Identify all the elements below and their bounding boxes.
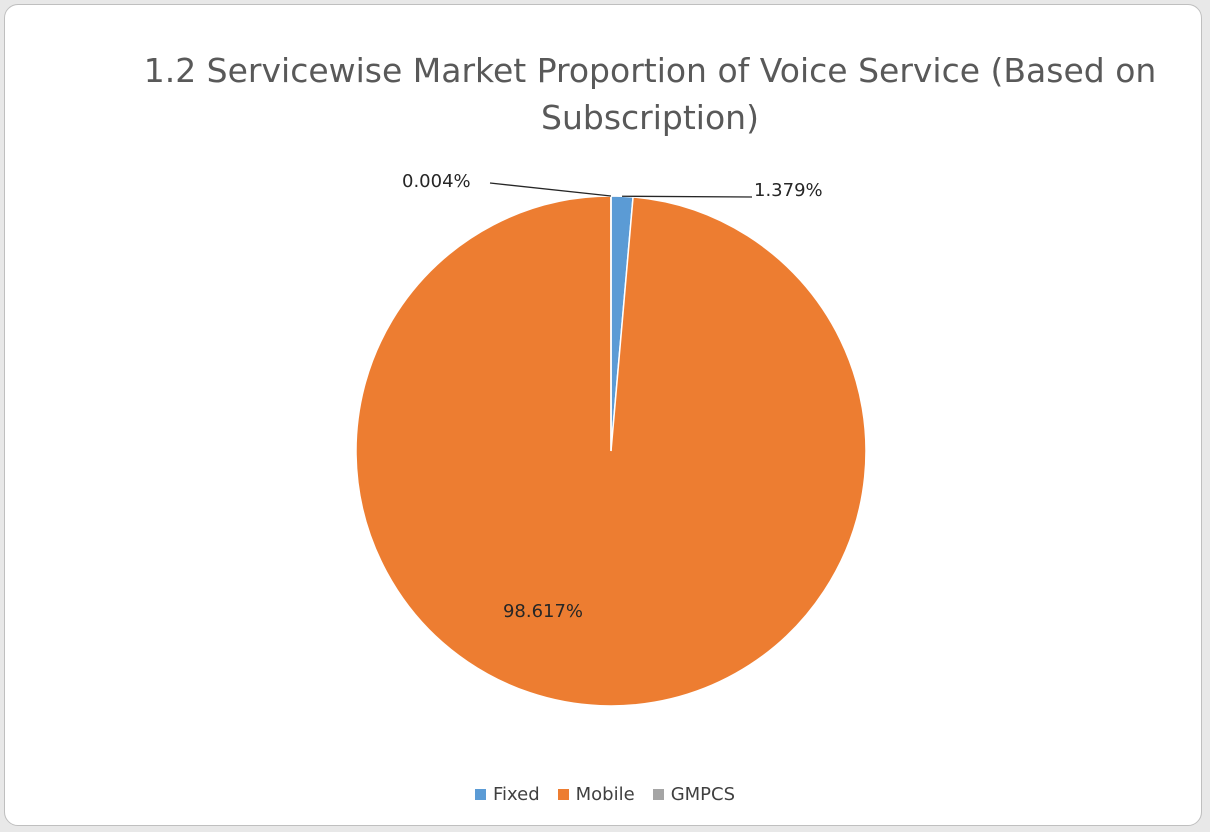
chart-title-line-2: Subscription) (541, 98, 759, 137)
leader-line-fixed (622, 195, 753, 198)
legend-item-fixed[interactable]: Fixed (474, 784, 540, 805)
legend-swatch-gmpcs (652, 789, 664, 800)
legend: Fixed Mobile GMPCS (0, 784, 1210, 805)
legend-swatch-fixed (474, 789, 486, 800)
data-label-fixed: 1.379% (754, 180, 823, 201)
legend-label-gmpcs: GMPCS (670, 784, 736, 805)
chart-title: 1.2 Servicewise Market Proportion of Voi… (5, 47, 1210, 141)
legend-item-mobile[interactable]: Mobile (557, 784, 635, 805)
legend-label-mobile: Mobile (575, 784, 635, 805)
chart-title-line-1: 1.2 Servicewise Market Proportion of Voi… (143, 51, 1157, 90)
legend-label-fixed: Fixed (492, 784, 540, 805)
data-label-gmpcs: 0.004% (402, 171, 471, 192)
data-label-mobile: 98.617% (503, 601, 583, 622)
legend-item-gmpcs[interactable]: GMPCS (652, 784, 736, 805)
leader-line-gmpcs (489, 182, 612, 197)
legend-swatch-mobile (557, 789, 569, 800)
